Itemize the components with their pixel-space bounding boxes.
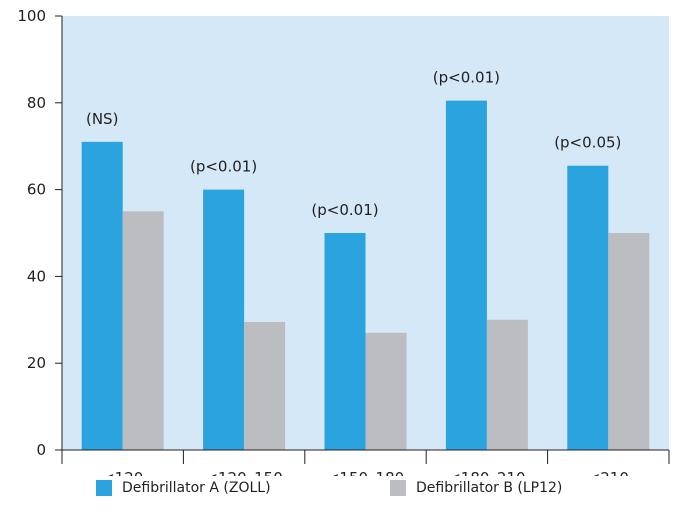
bar-series-b bbox=[365, 332, 407, 450]
significance-label: (NS) bbox=[86, 110, 118, 128]
x-tick-label: <180–210 bbox=[448, 469, 525, 476]
y-tick-label: 20 bbox=[27, 354, 46, 372]
bar-series-a bbox=[81, 141, 123, 451]
significance-label: (p<0.01) bbox=[190, 158, 257, 176]
x-tick-label: <120 bbox=[102, 469, 143, 476]
bar-series-b bbox=[608, 233, 650, 450]
bar-series-a bbox=[203, 189, 245, 450]
bar-series-a bbox=[445, 100, 487, 450]
y-tick-label: 80 bbox=[27, 94, 46, 112]
x-axis-ticks: <120 <120–150 <150–180 <180–210 <210 bbox=[61, 450, 670, 476]
bars-layer bbox=[81, 100, 650, 451]
legend: Defibrillator A (ZOLL) Defibrillator B (… bbox=[0, 476, 683, 506]
x-tick-label: <210 bbox=[588, 469, 629, 476]
bar-series-a bbox=[324, 233, 366, 450]
legend-label-series-b: Defibrillator B (LP12) bbox=[416, 480, 563, 496]
y-tick-label: 0 bbox=[36, 441, 46, 459]
significance-label: (p<0.01) bbox=[433, 69, 500, 87]
x-tick-label: <120–150 bbox=[205, 469, 282, 476]
significance-label: (p<0.01) bbox=[311, 201, 378, 219]
y-tick-label: 60 bbox=[27, 181, 46, 199]
y-tick-label: 100 bbox=[17, 7, 46, 25]
legend-swatch-series-b bbox=[390, 480, 406, 496]
y-tick-label: 40 bbox=[27, 267, 46, 285]
bar-chart: (NS) (p<0.01) (p<0.01) (p<0.01) (p<0.05) 0 20… bbox=[17, 7, 670, 476]
y-axis-ticks: 0 20 40 60 80 100 bbox=[17, 7, 62, 459]
bar-series-a bbox=[567, 165, 609, 451]
annotations-layer: (NS) (p<0.01) (p<0.01) (p<0.01) (p<0.05) bbox=[86, 69, 621, 219]
significance-label: (p<0.05) bbox=[554, 134, 621, 152]
bar-series-b bbox=[122, 211, 164, 450]
legend-label-series-a: Defibrillator A (ZOLL) bbox=[122, 480, 271, 496]
bar-series-b bbox=[486, 319, 528, 450]
legend-item-series-a: Defibrillator A (ZOLL) bbox=[96, 476, 271, 500]
x-tick-label: <150–180 bbox=[327, 469, 404, 476]
bar-series-b bbox=[244, 321, 286, 450]
legend-swatch-series-a bbox=[96, 480, 112, 496]
legend-item-series-b: Defibrillator B (LP12) bbox=[390, 476, 562, 500]
